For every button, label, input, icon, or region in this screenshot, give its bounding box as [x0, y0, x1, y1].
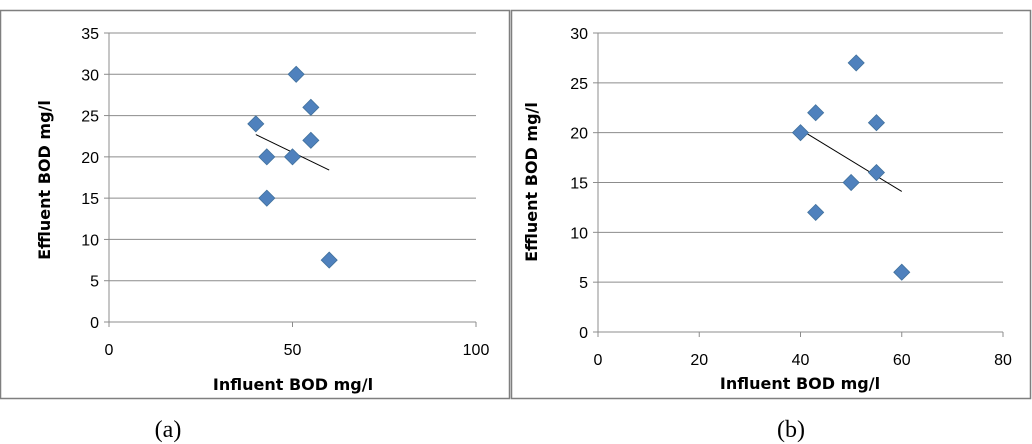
chart-a-y-tick-label: 10: [81, 232, 99, 249]
chart-b-x-tick-label: 80: [994, 352, 1012, 369]
chart-a-data-point: [283, 148, 302, 166]
chart-b-data-point: [893, 263, 911, 281]
chart-a-data-point: [287, 65, 305, 83]
chart-b-y-tick-label: 10: [570, 225, 588, 242]
chart-b-y-axis-title: Effluent BOD mg/l: [522, 102, 541, 262]
chart-a-x-tick-label: 50: [284, 342, 302, 359]
chart-b-y-tick-label: 0: [579, 325, 588, 342]
chart-b-trendline: [800, 129, 903, 192]
panel-b-frame: [510, 9, 1032, 400]
chart-a-data-point: [258, 148, 276, 166]
chart-a-y-tick-label: 35: [81, 26, 99, 43]
chart-a-data-point: [302, 131, 320, 149]
chart-a-x-tick-label: 100: [463, 342, 490, 359]
chart-a-y-tick-label: 30: [81, 67, 99, 84]
chart-b-x-tick-label: 40: [792, 352, 810, 369]
chart-b-data-point: [791, 124, 810, 142]
chart-a-y-axis-title: Effluent BOD mg/l: [35, 100, 54, 260]
chart-a: 0 5 10 15 20 25 30 35 0 50 100: [81, 26, 489, 359]
chart-a-data-point: [247, 115, 265, 133]
chart-a-y-tick-label: 0: [90, 315, 99, 332]
caption-b: (b): [777, 417, 805, 443]
chart-b-data-point: [842, 173, 860, 192]
panel-a-frame: [0, 9, 511, 400]
chart-a-data-point: [302, 98, 320, 116]
chart-a-x-tick-label: 0: [105, 342, 114, 359]
chart-b-y-tick-label: 15: [570, 176, 588, 193]
chart-b-y-tick-label: 5: [579, 275, 588, 292]
caption-a: (a): [155, 417, 182, 443]
chart-a-x-axis-title: Influent BOD mg/l: [213, 375, 373, 394]
chart-a-y-tick-label: 20: [81, 150, 99, 167]
chart-b: 0 5 10 15 20 25 30 0 20 40 60 80: [570, 26, 1012, 369]
chart-b-data-point: [807, 104, 825, 122]
chart-a-data-point: [320, 251, 338, 269]
chart-b-data-point: [807, 203, 825, 221]
chart-b-x-tick-label: 20: [690, 352, 708, 369]
chart-a-y-tick-label: 5: [90, 274, 99, 291]
chart-a-y-tick-label: 25: [81, 109, 99, 126]
chart-b-y-tick-label: 30: [570, 26, 588, 43]
chart-a-data-point: [258, 189, 276, 207]
chart-b-data-point: [867, 114, 886, 132]
chart-b-y-tick-label: 20: [570, 126, 588, 143]
chart-b-data-point: [867, 163, 886, 182]
chart-b-data-point: [847, 54, 865, 72]
chart-b-x-tick-label: 60: [893, 352, 911, 369]
chart-b-x-axis-title: Influent BOD mg/l: [720, 374, 880, 393]
chart-b-x-tick-label: 0: [594, 352, 603, 369]
chart-b-y-tick-label: 25: [570, 76, 588, 93]
chart-a-y-tick-label: 15: [81, 191, 99, 208]
